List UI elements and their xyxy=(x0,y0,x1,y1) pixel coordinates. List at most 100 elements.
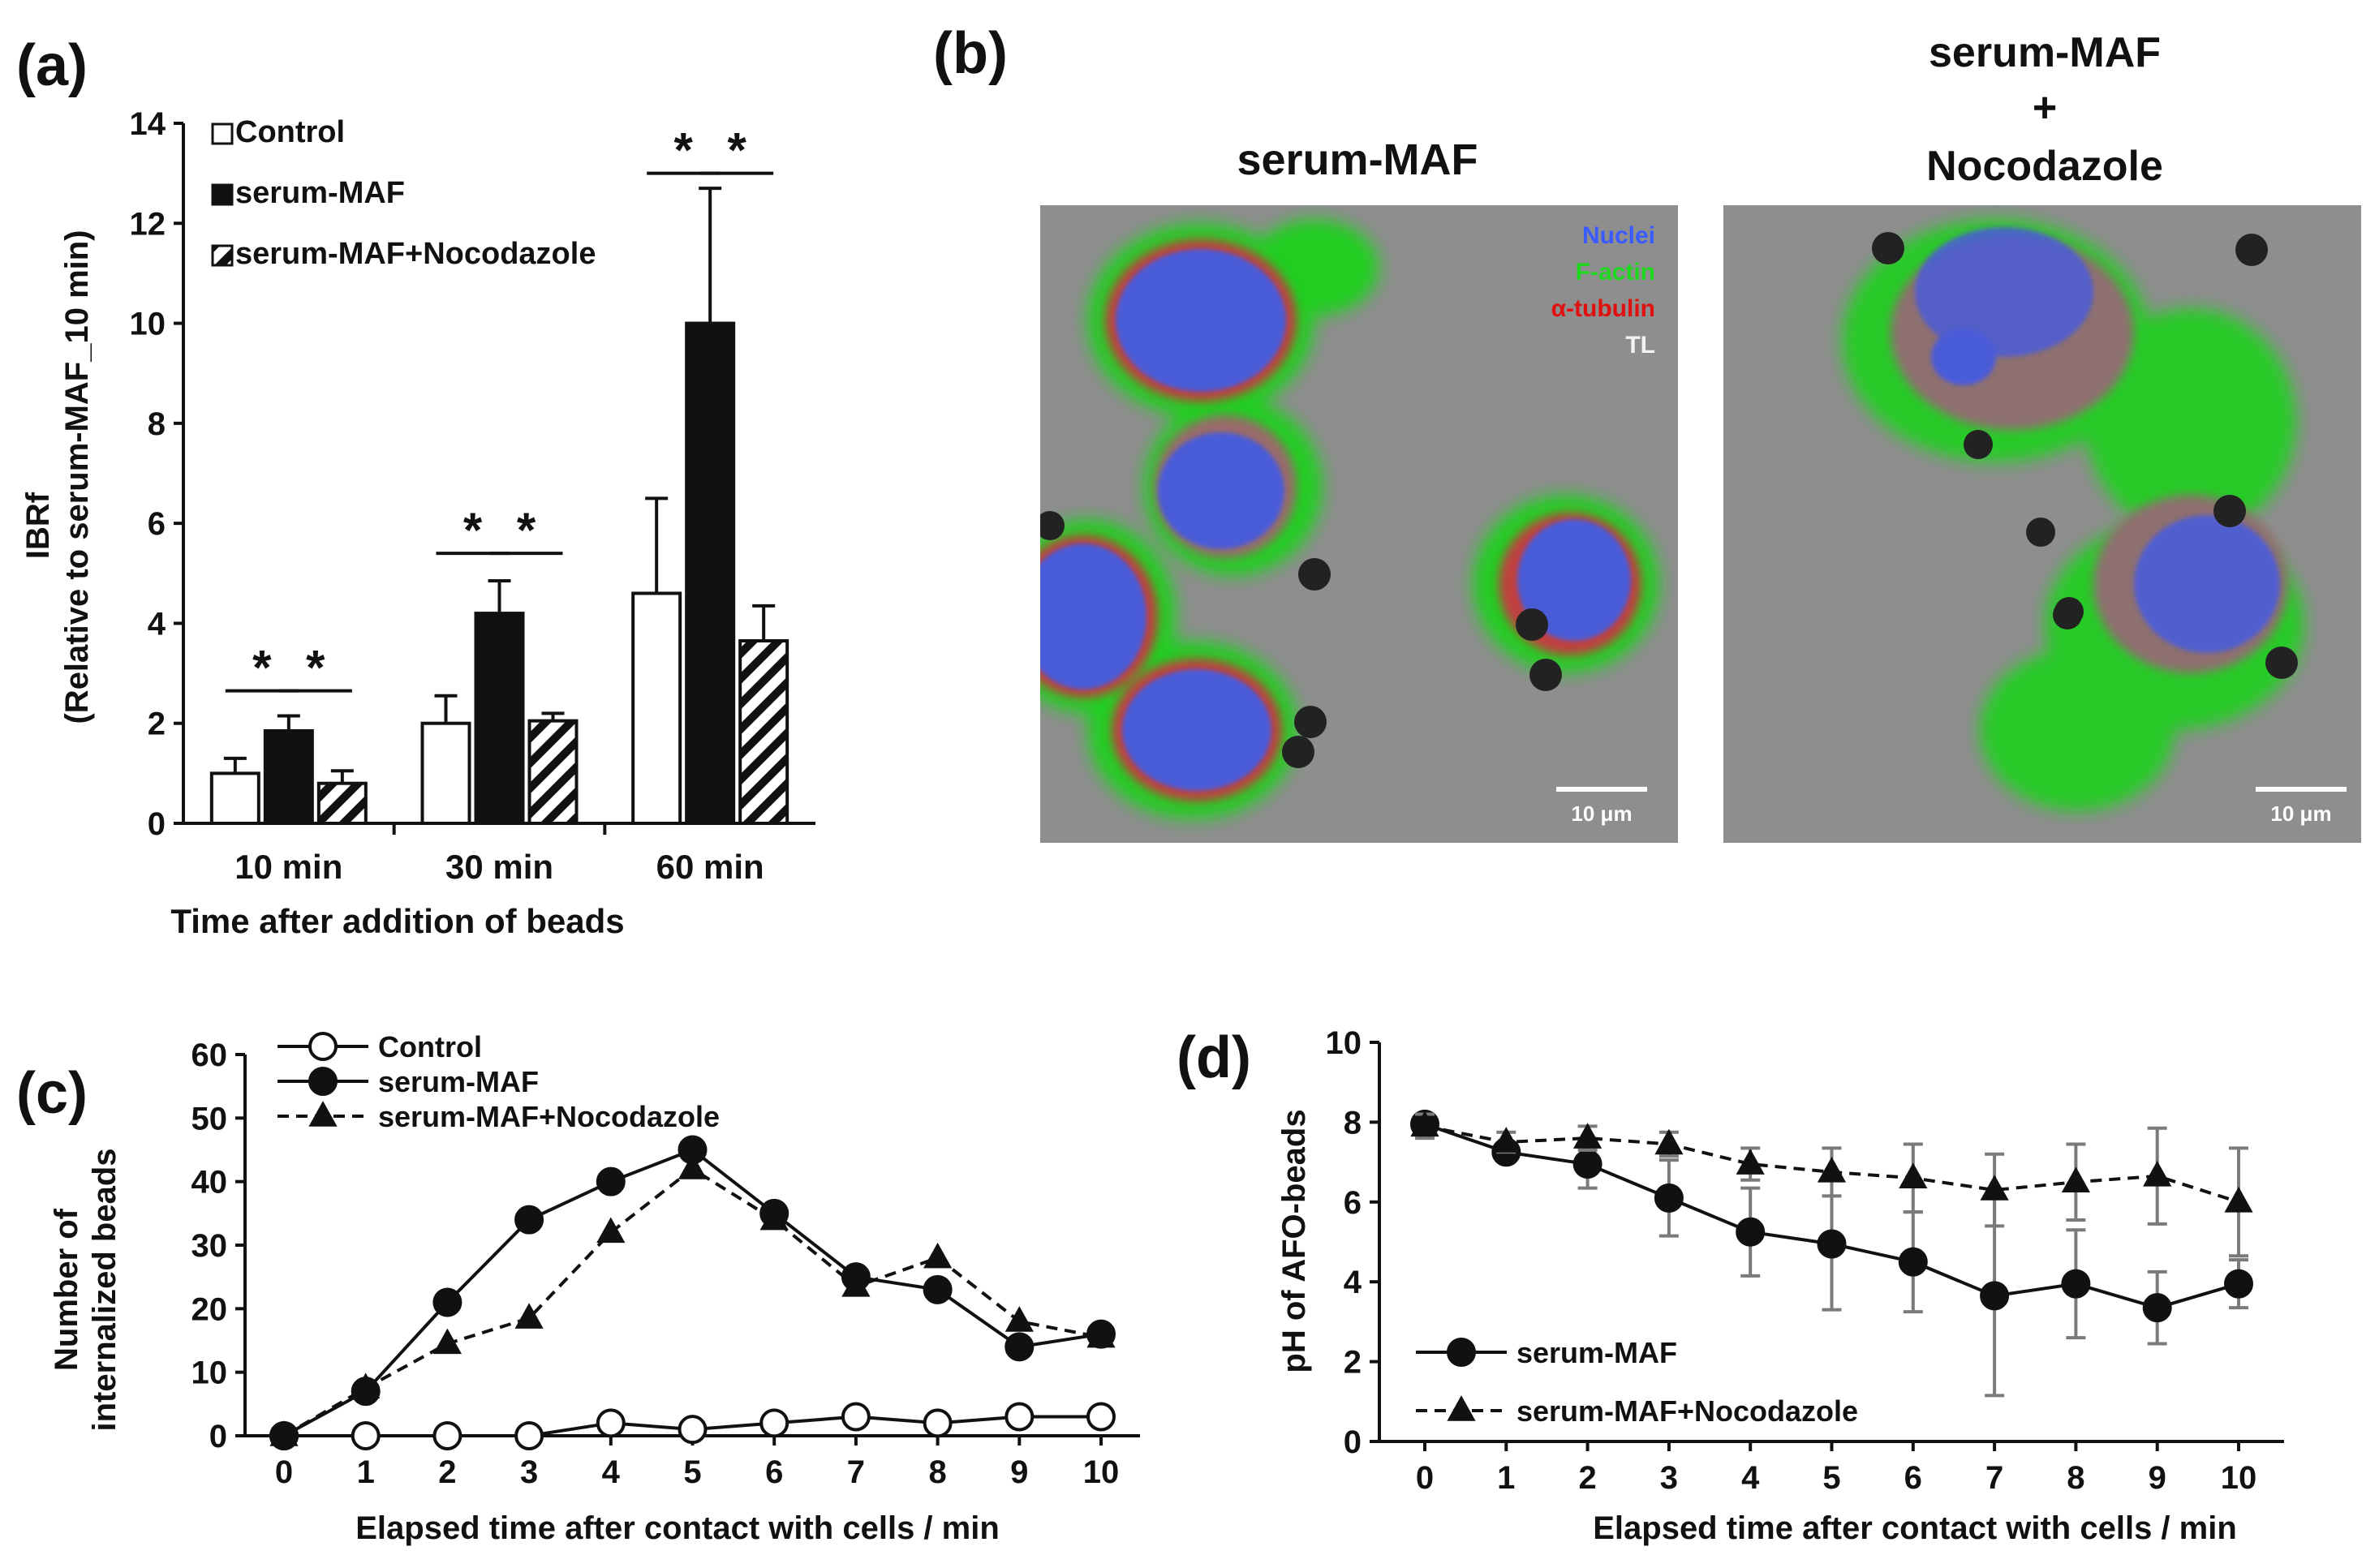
c-legend-marker xyxy=(308,1067,338,1096)
c-point xyxy=(351,1373,381,1399)
d-xtick-label: 8 xyxy=(2067,1460,2084,1496)
a-bar xyxy=(420,721,471,826)
c-ytick-label: 10 xyxy=(191,1355,228,1391)
d-xtick-label: 3 xyxy=(1660,1460,1678,1496)
c-legend-marker xyxy=(308,1101,338,1127)
c-ytick-label: 40 xyxy=(191,1165,228,1201)
scale-label-left: 10 μm xyxy=(1571,801,1632,826)
c-point xyxy=(678,1415,708,1445)
panel-label-c: (c) xyxy=(16,1061,88,1126)
channel-label-tubulin: α-tubulin xyxy=(1551,295,1655,322)
a-legend-swatch xyxy=(211,244,234,267)
c-xtick-label: 4 xyxy=(602,1454,621,1490)
d-point xyxy=(1572,1149,1602,1179)
scale-bar-right xyxy=(2256,787,2347,792)
d-ytick-label: 8 xyxy=(1344,1105,1362,1141)
a-sig-star: * xyxy=(306,641,325,695)
c-point xyxy=(1005,1306,1034,1332)
c-legend-label: serum-MAF+Nocodazole xyxy=(378,1100,720,1133)
a-xtick-label: 60 min xyxy=(656,848,764,886)
a-ytick-label: 10 xyxy=(130,307,166,342)
a-sig-star: * xyxy=(727,123,746,178)
c-point xyxy=(1086,1402,1116,1432)
a-ytick-label: 2 xyxy=(148,707,166,742)
c-xtick-label: 0 xyxy=(275,1454,293,1490)
a-xtick-label: 30 min xyxy=(445,848,553,886)
d-xtick-label: 1 xyxy=(1497,1460,1515,1496)
d-point xyxy=(1898,1247,1928,1277)
micrograph-serum-maf: Nuclei F-actin α-tubulin TL 10 μm xyxy=(1040,205,1678,843)
a-ytick-label: 4 xyxy=(148,606,166,642)
a-xlabel: Time after addition of beads xyxy=(170,902,624,940)
d-point xyxy=(2142,1293,2172,1323)
micrograph-panel: serum-MAF serum-MAF + Nocodazole xyxy=(1040,29,2361,843)
c-ytick-label: 50 xyxy=(191,1101,228,1136)
d-ytick-label: 10 xyxy=(1326,1025,1362,1061)
micrograph-serum-maf-nocodazole: 10 μm xyxy=(1723,205,2361,843)
c-point xyxy=(1005,1332,1035,1362)
c-ytick-label: 30 xyxy=(191,1228,228,1264)
d-ytick-label: 4 xyxy=(1344,1265,1362,1300)
d-xtick-label: 9 xyxy=(2149,1460,2166,1496)
c-point xyxy=(432,1328,462,1355)
d-point xyxy=(1817,1157,1847,1183)
line-chart-d: pH of AFO-beads Elapsed time after conta… xyxy=(1276,1025,2284,1546)
a-sig-star: * xyxy=(252,641,272,695)
d-point xyxy=(1736,1217,1766,1247)
a-sig-star: * xyxy=(463,503,483,557)
c-point xyxy=(841,1402,871,1432)
c-xtick-label: 5 xyxy=(683,1454,701,1490)
bar-chart-a: IBRf (Relative to serum-MAF_10 min) Time… xyxy=(20,106,815,940)
channel-label-tl: TL xyxy=(1625,332,1655,359)
a-legend-label: serum-MAF+Nocodazole xyxy=(235,237,596,271)
a-ytick-label: 8 xyxy=(148,406,166,442)
c-point xyxy=(514,1205,544,1235)
d-point xyxy=(2143,1160,2172,1187)
d-point xyxy=(2224,1269,2253,1299)
c-xtick-label: 6 xyxy=(765,1454,783,1490)
a-bar xyxy=(316,781,368,826)
d-xtick-label: 4 xyxy=(1741,1460,1760,1496)
c-point xyxy=(432,1421,462,1450)
c-ytick-label: 20 xyxy=(191,1291,228,1327)
c-point xyxy=(514,1303,544,1329)
c-point xyxy=(759,1408,789,1438)
micrograph-left-title: serum-MAF xyxy=(1237,135,1478,184)
panel-label-b: (b) xyxy=(933,21,1008,86)
a-ylabel2: (Relative to serum-MAF_10 min) xyxy=(59,230,95,724)
c-point xyxy=(678,1153,708,1179)
panel-label-d: (d) xyxy=(1177,1025,1251,1090)
c-point xyxy=(923,1274,953,1304)
d-ylabel: pH of AFO-beads xyxy=(1276,1109,1312,1373)
d-point xyxy=(1654,1128,1684,1155)
c-ylabel: Number of xyxy=(49,1208,84,1371)
c-xtick-label: 2 xyxy=(438,1454,456,1490)
a-legend-swatch xyxy=(211,183,234,206)
a-ytick-label: 12 xyxy=(130,206,166,242)
d-point xyxy=(2224,1186,2253,1213)
d-ytick-label: 0 xyxy=(1344,1424,1362,1460)
c-legend-marker xyxy=(308,1032,338,1061)
a-bar xyxy=(685,321,736,826)
c-xlabel: Elapsed time after contact with cells / … xyxy=(355,1510,1000,1546)
d-point xyxy=(2061,1166,2090,1192)
c-legend-label: serum-MAF xyxy=(378,1065,539,1098)
a-legend-swatch xyxy=(211,122,234,145)
a-bar xyxy=(631,591,682,825)
d-legend-marker xyxy=(1447,1338,1476,1367)
d-xtick-label: 2 xyxy=(1578,1460,1596,1496)
a-ytick-label: 14 xyxy=(130,106,166,142)
d-ytick-label: 2 xyxy=(1344,1345,1362,1381)
c-xtick-label: 10 xyxy=(1083,1454,1120,1490)
c-point xyxy=(351,1421,381,1450)
c-point xyxy=(923,1408,953,1438)
c-point xyxy=(432,1287,462,1317)
a-sig-star: * xyxy=(517,503,536,557)
scale-bar-left xyxy=(1556,787,1647,792)
c-point xyxy=(841,1271,871,1297)
a-xtick-label: 10 min xyxy=(234,848,342,886)
d-point xyxy=(1980,1281,2010,1311)
d-ytick-label: 6 xyxy=(1344,1185,1362,1221)
micrograph-right-title-2: + xyxy=(2033,84,2057,131)
a-bar xyxy=(474,612,525,825)
